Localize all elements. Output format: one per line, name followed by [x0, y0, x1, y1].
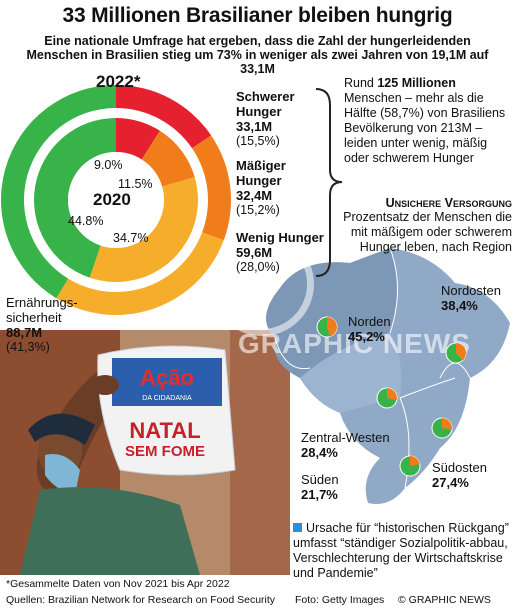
inner-pct-secure: 44.8%: [68, 214, 104, 228]
donut-2022-slice-2: [56, 232, 224, 315]
cause-text: Ursache für “historischen Rückgang” umfa…: [293, 521, 509, 580]
donut-2022-slice-1: [192, 135, 231, 241]
inner-pct-mild: 34.7%: [113, 231, 149, 245]
donut-2022-label: 2022*: [96, 72, 141, 91]
footer-source: Quellen: Brazilian Network for Research …: [6, 594, 276, 606]
region-pie-slice-1: [456, 343, 466, 361]
region-sueden: Süden 21,7%: [301, 472, 339, 502]
bag-brand: Ação: [140, 365, 194, 390]
region-pie-slice-0: [327, 317, 338, 337]
label-secure: Ernährungs-sicherheit 88,7M (41,3%): [6, 295, 78, 354]
region-pie-slice-4: [410, 456, 420, 466]
photo-man-with-bag: Ação DA CIDADANIA NATAL SEM FOME: [0, 330, 290, 575]
watermark-ring: [210, 232, 314, 336]
donut-charts: [1, 85, 231, 315]
summary-text: Rund 125 Millionen Menschen – mehr als di…: [344, 76, 506, 165]
donut-2020-slice-2: [89, 177, 199, 282]
donut-2020-slice-1: [141, 130, 195, 187]
inner-pct-moderate: 11.5%: [118, 177, 153, 191]
insecure-text: Prozentsatz der Menschen die mit mäßigem…: [343, 210, 512, 254]
footer-photo: Foto: Getty Images: [295, 594, 385, 606]
donut-2020-slice-0: [116, 118, 160, 160]
bag-subtext: DA CIDADANIA: [142, 395, 192, 402]
region-zentral-westen: Zentral-Westen 28,4%: [301, 430, 390, 460]
bag-line2: SEM FOME: [125, 443, 205, 460]
brace: [315, 88, 343, 277]
label-moderate: Mäßiger Hunger 32,4M (15,2%): [236, 158, 286, 217]
region-pie-slice-2: [387, 388, 397, 401]
region-pie-slice-3: [442, 418, 452, 430]
watermark-text: GRAPHIC NEWS: [238, 328, 471, 359]
region-suedosten: Südosten 27,4%: [432, 460, 487, 490]
page-title: 33 Millionen Brasilianer bleiben hungrig: [62, 4, 453, 27]
donut-2020-slice-3: [34, 118, 117, 278]
region-norden: Norden 45,2%: [348, 314, 391, 344]
inner-pct-severe: 9.0%: [94, 158, 123, 172]
subtitle: Eine nationale Umfrage hat ergeben, dass…: [26, 34, 489, 76]
label-mild: Wenig Hunger 59,6M (28,0%): [236, 230, 324, 274]
donut-2020-label: 2020: [93, 190, 131, 209]
donut-2022-slice-0: [116, 85, 212, 149]
insecure-block: Unsichere Versorgung Prozentsatz der Men…: [332, 196, 512, 255]
donut-2022-slice-3: [1, 85, 117, 299]
map-centerwest: [300, 333, 402, 413]
insecure-heading: Unsichere Versorgung: [385, 196, 512, 210]
label-severe: Schwerer Hunger 33,1M (15,5%): [236, 89, 295, 148]
footer-copyright: © GRAPHIC NEWS: [398, 594, 491, 606]
cause-bullet-icon: [293, 523, 302, 532]
region-nordosten: Nordosten 38,4%: [441, 283, 501, 313]
footer-note: *Gesammelte Daten von Nov 2021 bis Apr 2…: [6, 578, 230, 590]
bag-line1: NATAL: [129, 418, 200, 443]
